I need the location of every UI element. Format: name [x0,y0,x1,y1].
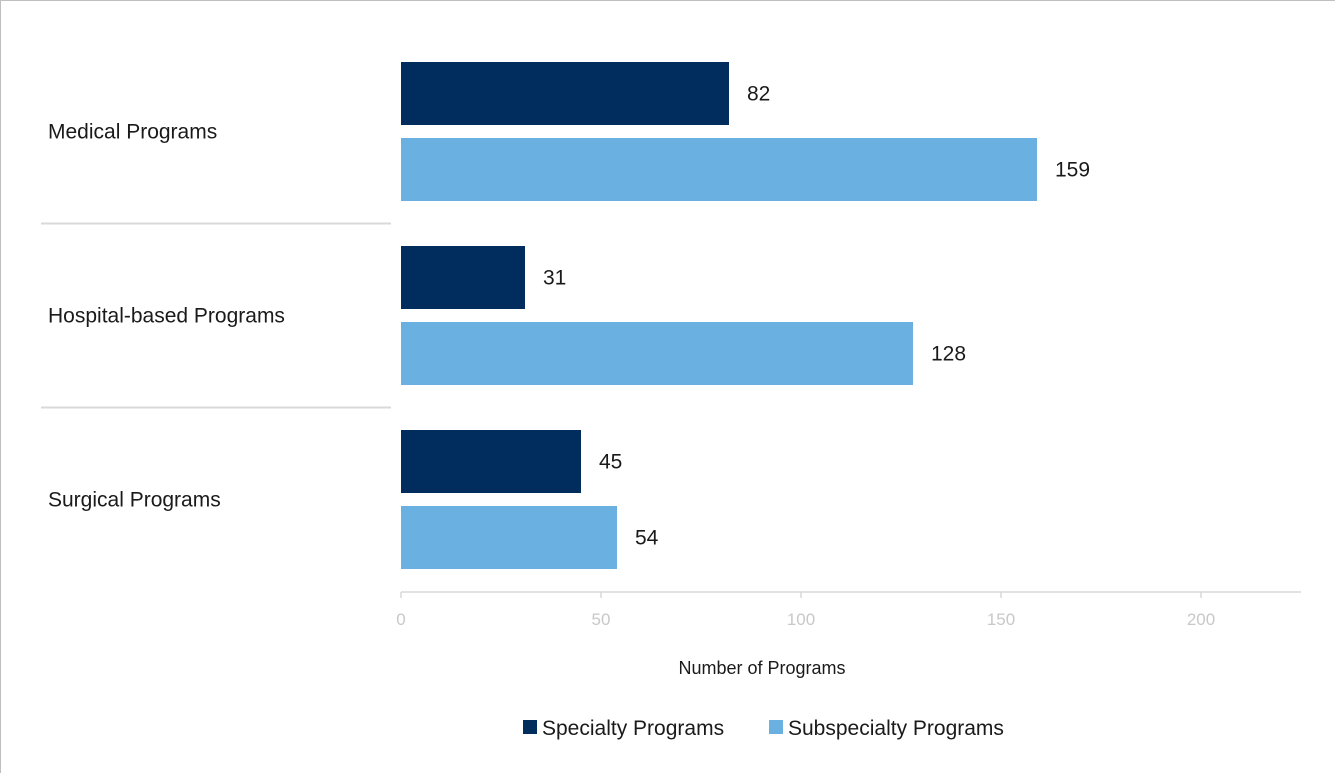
value-label-surgical-programs-subspecialty-programs: 54 [635,527,659,550]
value-labels: 82 159 31 128 45 54 [543,83,1090,550]
x-axis-ticks: 0 50 100 150 200 [396,592,1215,629]
value-label-medical-programs-subspecialty-programs: 159 [1055,159,1090,182]
value-label-hospital-based-programs-specialty-programs: 31 [543,267,566,290]
bar-hospital-based-programs-specialty-programs [401,246,525,309]
x-tick-label: 0 [396,610,405,629]
x-tick-label: 100 [787,610,815,629]
x-tick-label: 150 [987,610,1015,629]
category-labels: Medical Programs Hospital-based Programs S… [48,121,285,512]
legend-swatch-subspecialty-programs [769,720,783,734]
x-tick-label: 50 [592,610,611,629]
value-label-surgical-programs-specialty-programs: 45 [599,451,622,474]
legend-label-subspecialty-programs: Subspecialty Programs [788,717,1004,740]
category-label-hospital-based-programs: Hospital-based Programs [48,305,285,328]
bar-medical-programs-subspecialty-programs [401,138,1037,201]
bar-surgical-programs-subspecialty-programs [401,506,617,569]
bar-medical-programs-specialty-programs [401,62,729,125]
category-separators [41,222,391,409]
legend: Specialty Programs Subspecialty Programs [523,717,1004,740]
bar-surgical-programs-specialty-programs [401,430,581,493]
bars [401,62,1037,569]
legend-swatch-specialty-programs [523,720,537,734]
category-label-surgical-programs: Surgical Programs [48,489,221,512]
x-axis-title: Number of Programs [678,658,845,678]
value-label-hospital-based-programs-subspecialty-programs: 128 [931,343,966,366]
value-label-medical-programs-specialty-programs: 82 [747,83,770,106]
legend-label-specialty-programs: Specialty Programs [542,717,724,740]
category-label-medical-programs: Medical Programs [48,121,217,144]
x-tick-label: 200 [1187,610,1215,629]
bar-hospital-based-programs-subspecialty-programs [401,322,913,385]
